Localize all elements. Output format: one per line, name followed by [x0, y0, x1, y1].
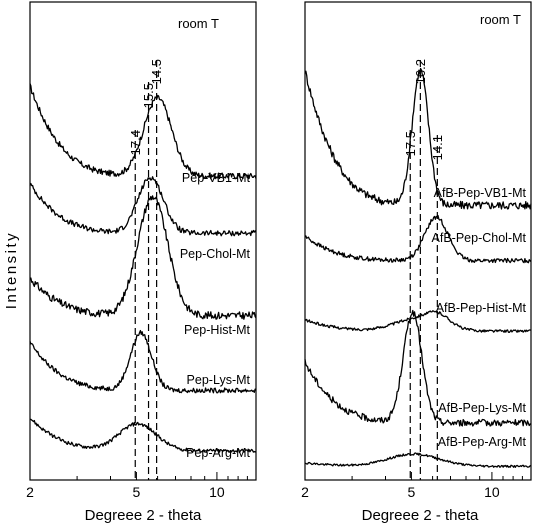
left-x-axis-label: Degreee 2 - theta: [85, 507, 202, 524]
series-trace-1: [304, 67, 532, 210]
right-traces: [304, 67, 532, 468]
series-label-3: AfB-Pep-Hist-Mt: [436, 301, 527, 315]
series-trace-5: [304, 452, 532, 468]
series-trace-3: [304, 310, 532, 334]
series-label-4: AfB-Pep-Lys-Mt: [438, 401, 526, 415]
peak-marker-label-2: 16.2: [413, 59, 428, 84]
series-label-2: AfB-Pep-Chol-Mt: [432, 231, 527, 245]
series-trace-4: [29, 329, 257, 394]
tick-label-3: 10: [484, 484, 500, 500]
peak-marker-label-2: 15.5: [141, 83, 156, 108]
series-label-1: AfB-Pep-VB1-Mt: [434, 186, 527, 200]
peak-marker-label-1: 17.5: [403, 131, 418, 156]
left-y-axis-label: Intensity: [3, 231, 20, 309]
series-trace-4: [304, 309, 532, 427]
left-plot-frame: [29, 1, 257, 481]
series-label-4: Pep-Lys-Mt: [187, 373, 251, 387]
left-x-ticks: 2 5 10: [26, 472, 257, 500]
left-peak-markers: 17.4 15.514.5: [128, 59, 164, 480]
series-label-2: Pep-Chol-Mt: [180, 247, 251, 261]
series-label-3: Pep-Hist-Mt: [184, 323, 251, 337]
series-label-5: Pep-Arg-Mt: [186, 446, 250, 460]
tick-label-1: 2: [301, 484, 309, 500]
tick-label-1: 2: [26, 484, 34, 500]
series-label-5: AfB-Pep-Arg-Mt: [438, 435, 527, 449]
series-label-1: Pep-VB1-Mt: [182, 171, 251, 185]
right-series-labels: AfB-Pep-VB1-Mt AfB-Pep-Chol-Mt AfB-Pep-His…: [432, 186, 527, 449]
tick-label-2: 5: [133, 484, 141, 500]
series-trace-3: [29, 195, 257, 320]
series-trace-5: [29, 418, 257, 454]
tick-label-2: 5: [408, 484, 416, 500]
peak-marker-label-1: 17.4: [128, 130, 143, 155]
right-peak-markers: 17.5 16.2 14.1: [403, 59, 445, 480]
left-traces: [29, 83, 257, 454]
left-panel: 17.4 15.514.5 Pep-VB1-Mt Pep-Chol-Mt Pep-Hi…: [3, 1, 257, 524]
peak-marker-label-3: 14.1: [430, 135, 445, 160]
right-x-axis-label: Degreee 2 - theta: [362, 507, 479, 524]
left-annotation: room T: [178, 16, 219, 31]
right-annotation: room T: [480, 12, 521, 27]
series-trace-1: [29, 83, 257, 180]
right-panel: 17.5 16.2 14.1 AfB-Pep-VB1-Mt AfB-Pep-Chol-…: [301, 1, 532, 524]
left-series-labels: Pep-VB1-Mt Pep-Chol-Mt Pep-Hist-Mt Pep-Lys-…: [180, 171, 251, 460]
peak-marker-label-3: 14.5: [149, 59, 164, 84]
right-plot-frame: [304, 1, 532, 481]
series-trace-2: [29, 176, 257, 237]
right-x-ticks: 2 5 10: [301, 472, 532, 500]
series-trace-2: [304, 214, 532, 264]
tick-label-3: 10: [209, 484, 225, 500]
